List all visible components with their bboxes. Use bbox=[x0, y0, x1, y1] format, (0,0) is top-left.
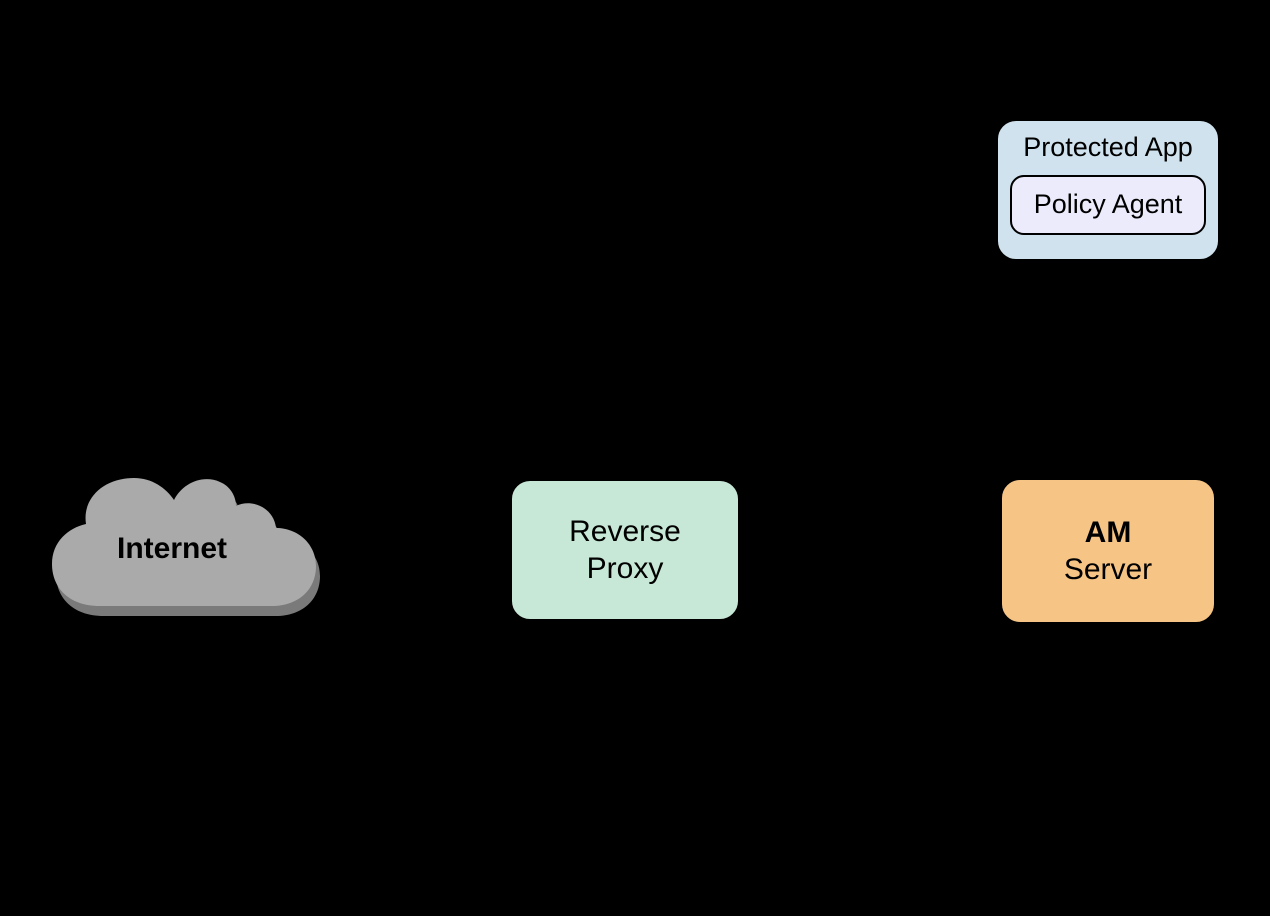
internet-cloud: Internet bbox=[52, 466, 322, 636]
reverse-proxy-label-2: Proxy bbox=[569, 550, 681, 588]
protected-app-node: Protected App Policy Agent bbox=[996, 119, 1220, 261]
am-server-label-1: AM bbox=[1064, 514, 1152, 552]
am-server-label-2: Server bbox=[1064, 551, 1152, 589]
am-server-node: AM Server bbox=[1000, 478, 1216, 624]
protected-app-label: Protected App bbox=[1023, 131, 1193, 165]
policy-agent-node: Policy Agent bbox=[1010, 175, 1206, 235]
reverse-proxy-node: Reverse Proxy bbox=[510, 479, 740, 621]
reverse-proxy-label-1: Reverse bbox=[569, 513, 681, 551]
policy-agent-label: Policy Agent bbox=[1034, 188, 1183, 222]
internet-label: Internet bbox=[52, 530, 292, 568]
